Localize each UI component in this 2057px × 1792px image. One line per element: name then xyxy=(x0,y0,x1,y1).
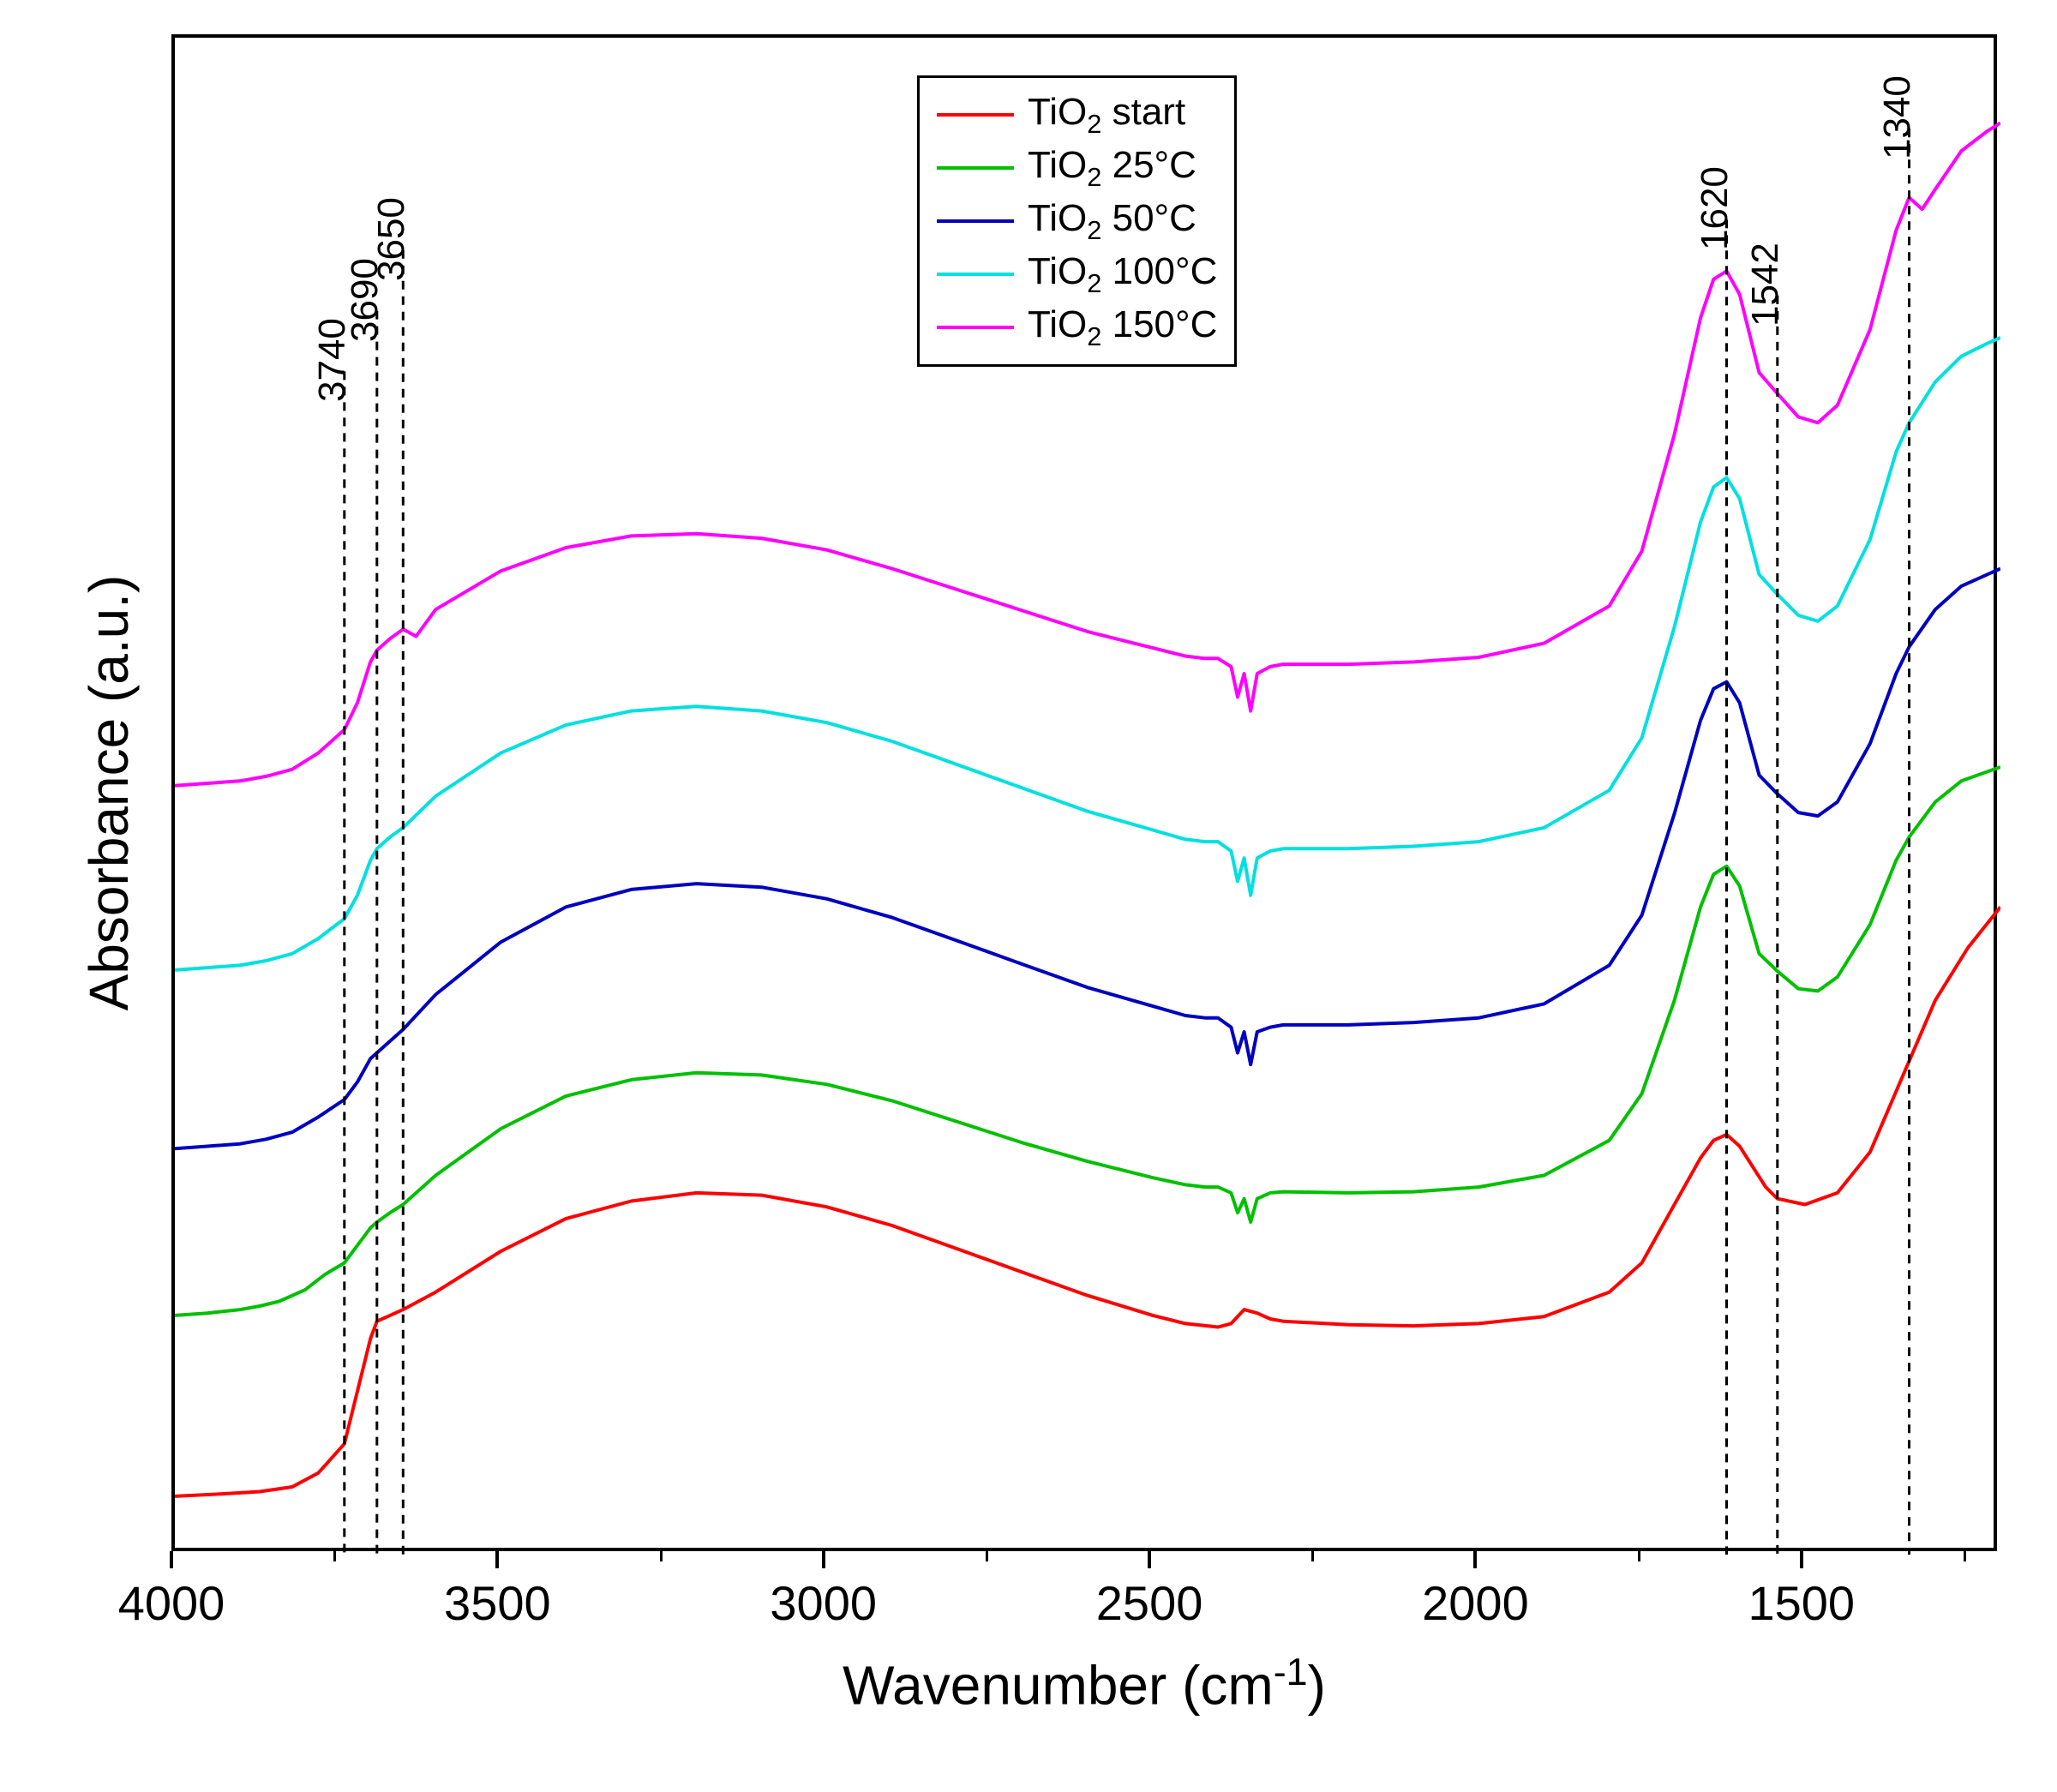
y-axis-label: Absorbance (a.u.) xyxy=(77,34,141,1551)
x-minor-tick xyxy=(333,1551,336,1561)
legend-label: TiO2 150°C xyxy=(1028,303,1217,352)
legend-swatch xyxy=(937,219,1014,223)
x-tick xyxy=(1800,1551,1803,1568)
legend-swatch xyxy=(937,273,1014,276)
legend-item: TiO2 25°C xyxy=(937,141,1217,195)
peak-label-3650: 3650 xyxy=(370,197,413,281)
x-minor-tick xyxy=(1964,1551,1966,1561)
ftir-spectra-figure: Absorbance (a.u.) Wavenumber (cm-1) TiO2… xyxy=(0,0,2057,1792)
x-tick xyxy=(822,1551,825,1568)
legend-item: TiO2 start xyxy=(937,88,1217,141)
legend-swatch xyxy=(937,166,1014,170)
x-minor-tick xyxy=(986,1551,988,1561)
legend-item: TiO2 50°C xyxy=(937,195,1217,248)
legend-label: TiO2 50°C xyxy=(1028,197,1196,246)
legend-swatch xyxy=(937,113,1014,117)
peak-label-1620: 1620 xyxy=(1694,167,1736,251)
x-tick xyxy=(1148,1551,1151,1568)
x-tick-label: 2000 xyxy=(1422,1575,1529,1631)
peak-label-1542: 1542 xyxy=(1744,243,1787,327)
legend-item: TiO2 150°C xyxy=(937,301,1217,354)
x-minor-tick xyxy=(1311,1551,1314,1561)
x-axis-label: Wavenumber (cm-1) xyxy=(171,1651,1997,1717)
x-tick-label: 3000 xyxy=(770,1575,877,1631)
x-tick xyxy=(1473,1551,1477,1568)
legend-item: TiO2 100°C xyxy=(937,248,1217,301)
x-tick-label: 2500 xyxy=(1096,1575,1203,1631)
legend-label: TiO2 25°C xyxy=(1028,144,1196,193)
x-minor-tick xyxy=(660,1551,663,1561)
x-tick xyxy=(170,1551,173,1568)
legend-swatch xyxy=(937,326,1014,329)
x-tick xyxy=(495,1551,499,1568)
x-tick-label: 3500 xyxy=(444,1575,551,1631)
peak-label-1340: 1340 xyxy=(1876,75,1919,159)
x-tick-label: 4000 xyxy=(118,1575,225,1631)
x-tick-label: 1500 xyxy=(1748,1575,1855,1631)
legend-label: TiO2 100°C xyxy=(1028,250,1217,299)
legend-label: TiO2 start xyxy=(1028,91,1185,140)
x-minor-tick xyxy=(1638,1551,1640,1561)
legend: TiO2 startTiO2 25°CTiO2 50°CTiO2 100°CTi… xyxy=(917,75,1237,367)
